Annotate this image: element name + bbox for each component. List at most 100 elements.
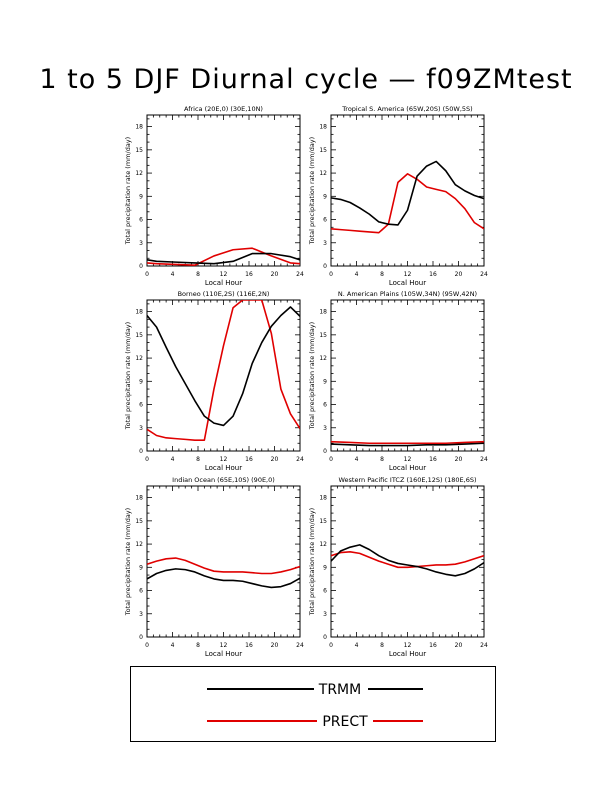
chart-panel-5: 0 4 8 12 16 20 24 0 3 6 9 12 15 18 Western Pacific ITC…: [308, 476, 488, 658]
y-tick-label: 18: [135, 495, 143, 502]
chart-panel-2: 0 4 8 12 16 20 24 0 3 6 9 12 15 18 Borneo (110E,2S) (1…: [124, 290, 304, 472]
x-tick-label: 4: [171, 642, 175, 649]
y-tick-label: 9: [139, 564, 143, 571]
y-tick-label: 9: [139, 193, 143, 200]
legend-label-prect: PRECT: [322, 714, 368, 730]
y-tick-label: 18: [135, 309, 143, 316]
chart-title: N. American Plains (105W,34N) (95W,42N): [338, 290, 477, 298]
x-tick-label: 12: [220, 642, 228, 649]
series-line-prect: [331, 551, 484, 569]
x-axis-label: Local Hour: [389, 279, 426, 287]
y-tick-label: 6: [139, 217, 143, 224]
x-tick-label: 24: [296, 271, 304, 278]
chart-frame: [330, 114, 485, 267]
chart-frame: [146, 485, 301, 638]
y-tick-label: 15: [135, 518, 143, 525]
x-tick-label: 0: [329, 642, 333, 649]
x-tick-label: 24: [296, 642, 304, 649]
y-axis-label: Total precipitation rate (mm/day): [124, 508, 132, 616]
x-tick-label: 20: [455, 642, 463, 649]
chart-frame: [146, 299, 301, 452]
x-tick-label: 8: [380, 456, 384, 463]
y-tick-label: 18: [319, 495, 327, 502]
y-tick-label: 0: [139, 448, 143, 455]
legend: TRMM PRECT: [130, 666, 496, 742]
y-tick-label: 6: [323, 217, 327, 224]
x-tick-label: 24: [480, 642, 488, 649]
chart-title: Western Pacific ITCZ (160E,12S) (180E,6S…: [338, 476, 476, 484]
x-tick-label: 4: [171, 271, 175, 278]
x-tick-label: 8: [196, 642, 200, 649]
y-tick-label: 9: [323, 378, 327, 385]
y-axis-label: Total precipitation rate (mm/day): [124, 137, 132, 245]
y-tick-label: 12: [319, 170, 327, 177]
x-tick-label: 20: [271, 456, 279, 463]
y-tick-label: 0: [139, 634, 143, 641]
x-tick-label: 4: [355, 271, 359, 278]
chart-frame: [146, 114, 301, 267]
x-tick-label: 4: [171, 456, 175, 463]
y-tick-label: 6: [323, 402, 327, 409]
y-tick-label: 0: [323, 263, 327, 270]
x-axis-label: Local Hour: [389, 650, 426, 658]
figure-title: 1 to 5 DJF Diurnal cycle — f09ZMtest: [39, 64, 573, 95]
series-line-trmm: [147, 252, 300, 265]
y-tick-label: 9: [323, 193, 327, 200]
chart-frame: [330, 299, 485, 452]
chart-panel-1: 0 4 8 12 16 20 24 0 3 6 9 12 15 18 Tropical S. America…: [308, 105, 488, 287]
x-tick-label: 20: [271, 642, 279, 649]
y-tick-label: 15: [135, 332, 143, 339]
y-tick-label: 18: [319, 309, 327, 316]
x-axis-label: Local Hour: [389, 464, 426, 472]
x-tick-label: 20: [455, 456, 463, 463]
x-axis-label: Local Hour: [205, 464, 242, 472]
x-tick-label: 8: [196, 271, 200, 278]
x-tick-label: 0: [145, 271, 149, 278]
y-tick-label: 6: [139, 402, 143, 409]
chart-title: Borneo (110E,2S) (116E,2N): [178, 290, 270, 298]
y-tick-label: 0: [139, 263, 143, 270]
y-tick-label: 3: [323, 425, 327, 432]
chart-panel-3: 0 4 8 12 16 20 24 0 3 6 9 12 15 18 N. American Plains …: [308, 290, 488, 472]
x-tick-label: 0: [145, 456, 149, 463]
y-tick-label: 15: [319, 147, 327, 154]
x-tick-label: 24: [296, 456, 304, 463]
x-tick-label: 12: [404, 456, 412, 463]
y-tick-label: 12: [319, 355, 327, 362]
y-tick-label: 3: [139, 611, 143, 618]
y-axis-label: Total precipitation rate (mm/day): [124, 322, 132, 430]
series-line-trmm: [147, 306, 300, 427]
y-tick-label: 18: [319, 124, 327, 131]
y-tick-label: 0: [323, 634, 327, 641]
x-tick-label: 12: [220, 456, 228, 463]
y-tick-label: 15: [319, 332, 327, 339]
x-tick-label: 0: [329, 456, 333, 463]
series-line-prect: [147, 300, 300, 441]
x-tick-label: 8: [380, 271, 384, 278]
y-tick-label: 12: [135, 170, 143, 177]
x-tick-label: 16: [429, 271, 437, 278]
y-tick-label: 15: [319, 518, 327, 525]
series-line-prect: [331, 173, 484, 234]
y-tick-label: 12: [135, 355, 143, 362]
series-line-trmm: [331, 544, 484, 577]
chart-panel-4: 0 4 8 12 16 20 24 0 3 6 9 12 15 18 Indian Ocean (65E,1…: [124, 476, 304, 658]
y-tick-label: 15: [135, 147, 143, 154]
x-tick-label: 24: [480, 271, 488, 278]
x-tick-label: 16: [245, 642, 253, 649]
legend-label-trmm: TRMM: [318, 682, 361, 698]
y-tick-label: 12: [135, 541, 143, 548]
x-tick-label: 12: [404, 642, 412, 649]
x-axis-label: Local Hour: [205, 650, 242, 658]
y-tick-label: 0: [323, 448, 327, 455]
x-tick-label: 16: [245, 271, 253, 278]
y-tick-label: 3: [323, 611, 327, 618]
x-tick-label: 12: [220, 271, 228, 278]
chart-panel-0: 0 4 8 12 16 20 24 0 3 6 9 12 15 18 Africa (20E,0) (30E…: [124, 105, 304, 287]
x-tick-label: 0: [329, 271, 333, 278]
series-line-trmm: [147, 568, 300, 589]
x-tick-label: 24: [480, 456, 488, 463]
x-tick-label: 4: [355, 642, 359, 649]
x-axis-label: Local Hour: [205, 279, 242, 287]
